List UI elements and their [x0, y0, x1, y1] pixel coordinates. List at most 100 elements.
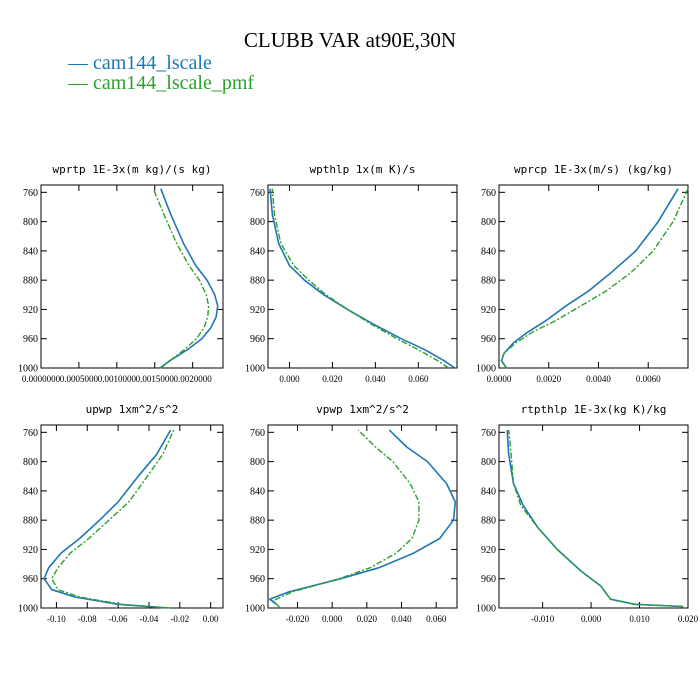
- panel-4-ytick-label: 800: [23, 457, 38, 468]
- panel-6-xtick-label: 0.020: [678, 614, 699, 624]
- panel-4-series-2-line: [51, 429, 175, 609]
- panel-1-ytick-label: 920: [23, 305, 38, 316]
- panel-5-xtick-label: 0.040: [391, 614, 412, 624]
- panel-2-title: wpthlp 1x(m K)/s: [310, 163, 416, 176]
- panel-3-xtick-label: 0.0040: [586, 374, 611, 384]
- panel-5-ytick-label: 920: [250, 545, 265, 556]
- panel-2-ytick-label: 880: [250, 276, 265, 287]
- panel-5-ytick-label: 800: [250, 457, 265, 468]
- chart-title: CLUBB VAR at90E,30N: [243, 28, 457, 52]
- panel-4-ytick-label: 840: [23, 486, 38, 497]
- panel-3-ytick-label: 1000: [476, 364, 496, 375]
- panel-1-series-2-line: [152, 188, 210, 369]
- panel-5-ytick-label: 960: [250, 574, 265, 585]
- panel-1-ytick-label: 1000: [18, 364, 38, 375]
- panel-2-ytick-label: 920: [250, 305, 265, 316]
- panel-3-xtick-label: 0.0020: [536, 374, 561, 384]
- panel-5-ytick-label: 1000: [245, 604, 265, 615]
- panel-6-ytick-label: 1000: [476, 604, 496, 615]
- panel-2-xtick-label: 0.060: [408, 374, 429, 384]
- panel-2-ytick-label: 960: [250, 334, 265, 345]
- panel-3-ytick-label: 800: [481, 217, 496, 228]
- panel-3-ytick-label: 760: [481, 188, 496, 199]
- panel-1-frame: [40, 184, 224, 369]
- panel-3-series-2-line: [500, 188, 689, 369]
- panel-3-xtick-label: 0.0000: [487, 374, 512, 384]
- legend-label-1: cam144_lscale: [93, 52, 212, 74]
- panel-1-xtick-label: 0.0010000: [98, 374, 137, 384]
- panel-4-xtick-label: -0.02: [170, 614, 189, 624]
- panel-2-frame: [267, 184, 458, 369]
- panel-2-series-1-line: [269, 188, 456, 369]
- panel-1-ytick-label: 960: [23, 334, 38, 345]
- panel-6-ytick-label: 880: [481, 516, 496, 527]
- panel-4-xtick-label: -0.08: [78, 614, 97, 624]
- panel-3-ytick-label: 960: [481, 334, 496, 345]
- panel-5-xtick-label: 0.060: [426, 614, 447, 624]
- panel-2-ytick-label: 1000: [245, 364, 265, 375]
- panel-4-xtick-label: -0.10: [47, 614, 66, 624]
- panel-1-xtick-label: 0.0015000: [136, 374, 175, 384]
- legend-line-1: —: [68, 52, 88, 74]
- panel-3-ytick-label: 920: [481, 305, 496, 316]
- panel-6-ytick-label: 760: [481, 428, 496, 439]
- panel-5-xtick-label: 0.000: [322, 614, 343, 624]
- panel-1-xtick-label: 0.0020000: [174, 374, 213, 384]
- panel-4-ytick-label: 1000: [18, 604, 38, 615]
- panel-3-xtick-label: 0.0060: [636, 374, 661, 384]
- panel-6-series-1-line: [506, 430, 684, 608]
- panel-6-title: rtpthlp 1E-3x(kg K)/kg: [521, 403, 667, 416]
- panel-5-xtick-label: 0.020: [357, 614, 378, 624]
- panel-6-ytick-label: 840: [481, 486, 496, 497]
- panel-2-xtick-label: 0.040: [365, 374, 386, 384]
- panel-4-ytick-label: 760: [23, 428, 38, 439]
- panel-5-ytick-label: 880: [250, 516, 265, 527]
- panel-3-ytick-label: 840: [481, 246, 496, 257]
- panel-4-ytick-label: 920: [23, 545, 38, 556]
- panel-1-title: wprtp 1E-3x(m kg)/(s kg): [53, 163, 212, 176]
- panel-4-xtick-label: -0.06: [109, 614, 128, 624]
- panel-4-ytick-label: 880: [23, 516, 38, 527]
- panel-5-series-2-line: [272, 429, 420, 609]
- legend-label-2: cam144_lscale_pmf: [93, 72, 255, 94]
- legend-entry-2: — cam144_lscale_pmf: [68, 72, 254, 95]
- panel-1-ytick-label: 840: [23, 246, 38, 257]
- panel-4-series-1-line: [43, 429, 172, 609]
- panel-2-ytick-label: 840: [250, 246, 265, 257]
- panel-4-ytick-label: 960: [23, 574, 38, 585]
- panel-3-title: wprcp 1E-3x(m/s) (kg/kg): [514, 163, 673, 176]
- panel-4-xtick-label: -0.04: [140, 614, 159, 624]
- panel-5-ytick-label: 840: [250, 486, 265, 497]
- legend-entry-1: — cam144_lscale: [68, 52, 212, 75]
- panel-6-ytick-label: 960: [481, 574, 496, 585]
- panel-1-ytick-label: 800: [23, 217, 38, 228]
- panel-3-series-1-line: [500, 188, 679, 369]
- panel-6-ytick-label: 920: [481, 545, 496, 556]
- panel-2-ytick-label: 760: [250, 188, 265, 199]
- panel-2-ytick-label: 800: [250, 217, 265, 228]
- panel-6-ytick-label: 800: [481, 457, 496, 468]
- panel-5-title: vpwp 1xm^2/s^2: [316, 403, 409, 416]
- panel-1-xtick-label: 0.0005000: [60, 374, 99, 384]
- panel-6-xtick-label: 0.000: [581, 614, 602, 624]
- panel-1-series-1-line: [159, 188, 219, 369]
- panel-6-series-2-line: [508, 430, 684, 608]
- panel-2-xtick-label: 0.000: [279, 374, 300, 384]
- panel-5-xtick-label: -0.020: [286, 614, 310, 624]
- panel-4-xtick-label: 0.00: [203, 614, 219, 624]
- panel-2-xtick-label: 0.020: [322, 374, 343, 384]
- panel-6-xtick-label: -0.010: [531, 614, 555, 624]
- panel-3-ytick-label: 880: [481, 276, 496, 287]
- panel-5-series-1-line: [268, 429, 457, 605]
- panel-4-frame: [40, 424, 224, 609]
- panel-5-frame: [267, 424, 458, 609]
- legend-line-2: —: [68, 72, 88, 94]
- panel-5-ytick-label: 760: [250, 428, 265, 439]
- panel-3-frame: [498, 184, 689, 369]
- panel-1-xtick-label: 0.0000000: [22, 374, 61, 384]
- panel-1-ytick-label: 760: [23, 188, 38, 199]
- panel-6-frame: [498, 424, 689, 609]
- panel-2-series-2-line: [271, 188, 449, 369]
- panel-4-title: upwp 1xm^2/s^2: [86, 403, 179, 416]
